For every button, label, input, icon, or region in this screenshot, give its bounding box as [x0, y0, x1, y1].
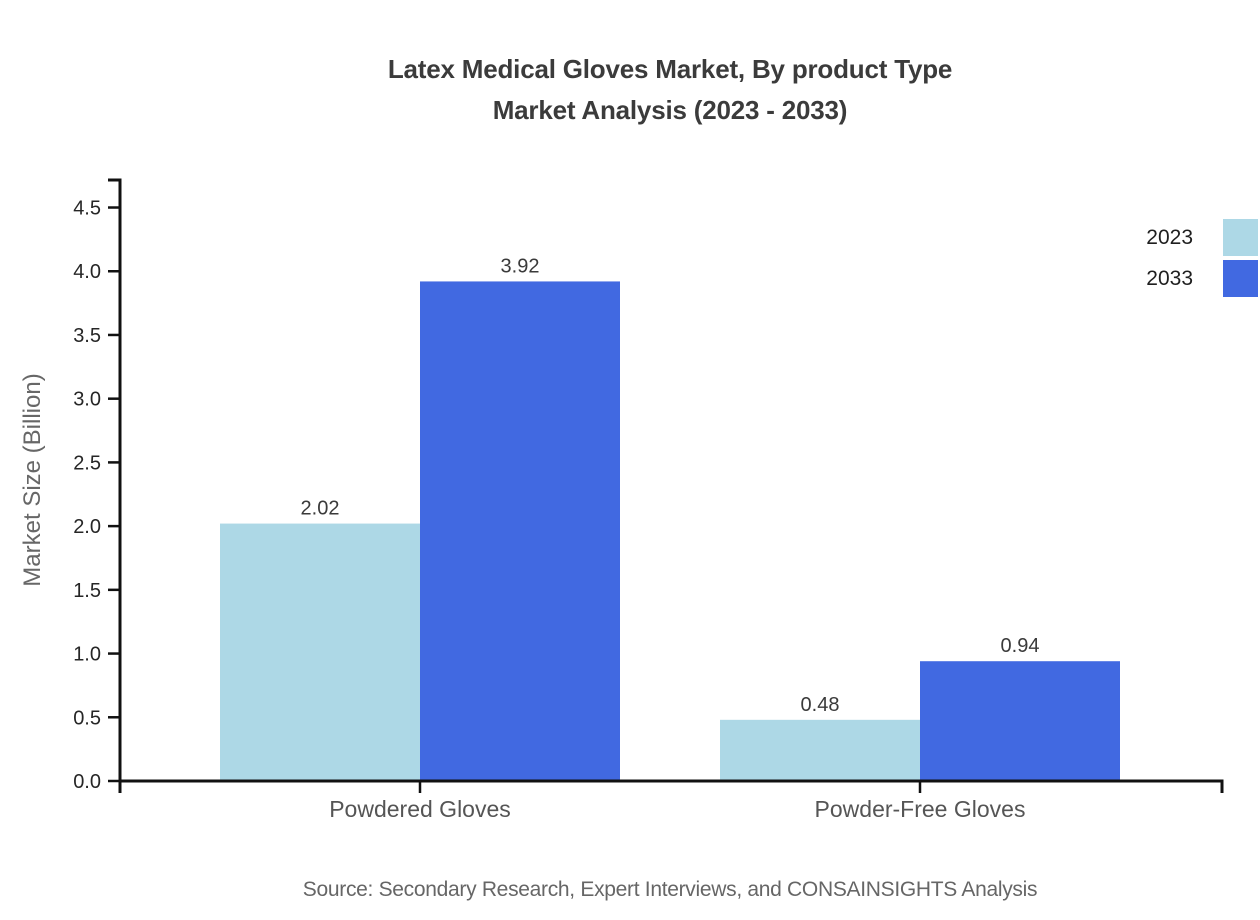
bar-2023-powder-free-gloves	[720, 719, 920, 781]
legend: 2023 2033	[1146, 219, 1258, 297]
value-label-2023-powder-free-gloves: 0.48	[801, 694, 840, 716]
y-tick-label-2.5: 2.5	[73, 452, 101, 474]
value-label-2033-powdered-gloves: 3.92	[501, 255, 540, 277]
y-tick-label-3.0: 3.0	[73, 389, 101, 411]
source-note: Source: Secondary Research, Expert Inter…	[302, 878, 1038, 901]
chart-title-line1: Latex Medical Gloves Market, By product …	[387, 54, 953, 84]
x-tick-label-powdered-gloves: Powdered Gloves	[329, 796, 511, 822]
legend-item-2023: 2023	[1146, 219, 1258, 256]
y-tick-label-1.0: 1.0	[73, 644, 101, 666]
y-tick-label-4.0: 4.0	[73, 261, 101, 283]
y-tick-label-4.5: 4.5	[73, 198, 101, 220]
legend-swatch-2023	[1223, 219, 1258, 256]
y-tick-label-2.0: 2.0	[73, 516, 101, 538]
y-tick-label-3.5: 3.5	[73, 325, 101, 347]
legend-item-2033: 2033	[1146, 260, 1258, 297]
chart-title-line2: Market Analysis (2023 - 2033)	[492, 95, 848, 125]
legend-label-2023: 2023	[1146, 225, 1193, 249]
y-tick-label-0.0: 0.0	[73, 771, 101, 793]
bar-2033-powder-free-gloves	[920, 661, 1120, 781]
y-tick-label-1.5: 1.5	[73, 580, 101, 602]
bar-2033-powdered-gloves	[420, 281, 620, 781]
legend-label-2033: 2033	[1146, 266, 1193, 290]
legend-swatch-2033	[1223, 260, 1258, 297]
x-tick-label-powder-free-gloves: Powder-Free Gloves	[815, 796, 1026, 822]
value-label-2033-powder-free-gloves: 0.94	[1001, 635, 1040, 657]
y-tick-label-0.5: 0.5	[73, 707, 101, 729]
bar-2023-powdered-gloves	[220, 523, 420, 781]
chart-title: Latex Medical Gloves Market, By product …	[90, 49, 1250, 131]
value-label-2023-powdered-gloves: 2.02	[301, 498, 340, 520]
